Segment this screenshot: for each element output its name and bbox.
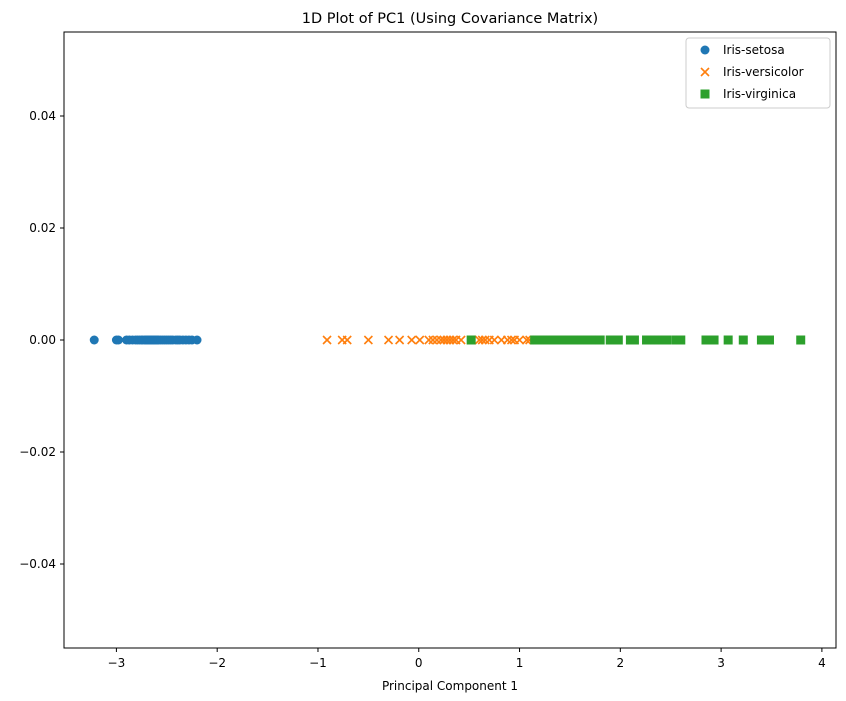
x-tick-label: 3 bbox=[717, 656, 725, 670]
data-point bbox=[424, 335, 434, 345]
data-point bbox=[466, 335, 476, 345]
data-point bbox=[383, 335, 394, 345]
data-point bbox=[428, 335, 438, 345]
x-tick-label: 4 bbox=[818, 656, 826, 670]
x-axis-label: Principal Component 1 bbox=[382, 679, 518, 693]
series-iris-versicolor bbox=[322, 335, 535, 345]
data-point bbox=[662, 335, 672, 345]
y-axis-ticks: −0.04 −0.02 0.00 0.02 0.04 bbox=[19, 109, 64, 571]
data-point bbox=[363, 335, 373, 345]
y-tick-label: 0.02 bbox=[29, 221, 56, 235]
legend-label: Iris-setosa bbox=[723, 43, 785, 57]
legend: Iris-setosa Iris-versicolor Iris-virginica bbox=[685, 37, 831, 109]
data-point bbox=[342, 335, 352, 345]
data-point bbox=[796, 335, 806, 345]
data-point bbox=[577, 335, 587, 345]
data-point bbox=[522, 335, 532, 345]
legend-label: Iris-virginica bbox=[723, 87, 796, 101]
data-point bbox=[595, 335, 605, 345]
data-point bbox=[530, 335, 540, 345]
data-point bbox=[89, 335, 99, 345]
data-point bbox=[395, 335, 405, 345]
data-point bbox=[558, 335, 568, 345]
x-tick-label: 2 bbox=[617, 656, 625, 670]
data-point bbox=[583, 335, 593, 345]
legend-frame bbox=[685, 37, 831, 109]
data-point bbox=[322, 335, 332, 345]
x-tick-label: −1 bbox=[309, 656, 327, 670]
data-point bbox=[448, 335, 458, 345]
data-point bbox=[477, 335, 487, 345]
y-tick-label: 0.00 bbox=[29, 333, 56, 347]
data-point bbox=[480, 335, 490, 345]
series-iris-virginica bbox=[466, 335, 806, 345]
x-tick-label: −2 bbox=[208, 656, 226, 670]
data-point bbox=[415, 335, 425, 345]
data-point bbox=[113, 335, 123, 345]
legend-marker bbox=[700, 67, 710, 77]
y-tick-label: 0.04 bbox=[29, 109, 56, 123]
data-point bbox=[738, 335, 748, 345]
legend-entry: Iris-virginica bbox=[700, 87, 796, 101]
data-point bbox=[764, 335, 774, 345]
legend-entry: Iris-setosa bbox=[700, 43, 785, 57]
data-point bbox=[565, 335, 575, 345]
legend-label: Iris-versicolor bbox=[723, 65, 804, 79]
data-point bbox=[192, 335, 202, 345]
data-point bbox=[502, 335, 513, 345]
x-tick-label: −3 bbox=[108, 656, 126, 670]
data-point bbox=[514, 335, 525, 345]
x-axis-ticks: −3 −2 −1 0 1 2 3 4 bbox=[108, 648, 826, 670]
x-tick-label: 0 bbox=[415, 656, 423, 670]
data-point bbox=[676, 335, 686, 345]
data-point bbox=[671, 335, 681, 345]
data-point bbox=[456, 335, 466, 345]
legend-marker bbox=[700, 89, 710, 99]
y-tick-label: −0.02 bbox=[19, 445, 56, 459]
data-point bbox=[723, 335, 733, 345]
x-tick-label: 1 bbox=[516, 656, 524, 670]
chart-title: 1D Plot of PC1 (Using Covariance Matrix) bbox=[302, 11, 598, 27]
data-point bbox=[407, 335, 417, 345]
data-point bbox=[629, 335, 639, 345]
data-points bbox=[89, 335, 806, 345]
series-iris-setosa bbox=[89, 335, 202, 345]
y-tick-label: −0.04 bbox=[19, 557, 56, 571]
data-point bbox=[701, 335, 711, 345]
data-point bbox=[709, 335, 719, 345]
legend-entry: Iris-versicolor bbox=[700, 65, 804, 79]
legend-marker bbox=[700, 45, 710, 55]
data-point bbox=[489, 335, 499, 345]
data-point bbox=[571, 335, 581, 345]
data-point bbox=[613, 335, 623, 345]
data-point bbox=[432, 335, 442, 345]
data-point bbox=[506, 335, 517, 345]
